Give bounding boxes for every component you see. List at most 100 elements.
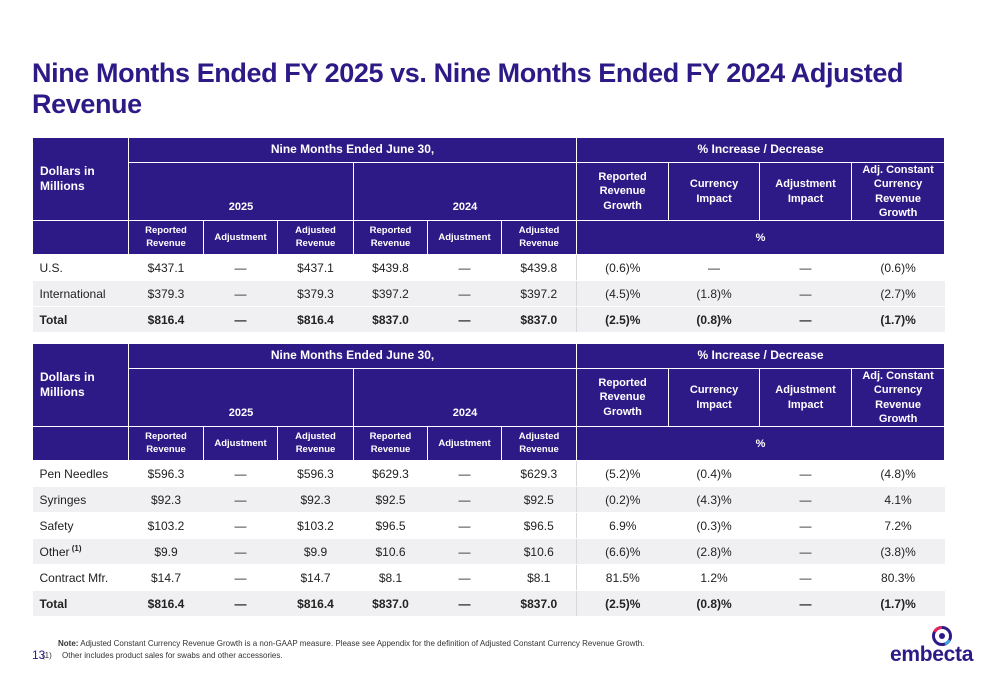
table-cell: $437.1 [128, 254, 204, 282]
table-cell: (0.6)% [576, 254, 669, 282]
table-cell: $816.4 [128, 590, 204, 618]
table-cell: — [203, 564, 278, 592]
table-cell: (3.8)% [851, 538, 945, 566]
table-cell: (4.8)% [851, 460, 945, 488]
table-cell: — [427, 590, 502, 618]
table-cell: $596.3 [128, 460, 204, 488]
table-cell: $837.0 [353, 590, 428, 618]
row-label: Other (1) [32, 538, 129, 566]
table-row: Safety $103.2— $103.2 $96.5— $96.5 6.9% (0.3)%… [32, 512, 945, 540]
reported-revenue-header: Reported Revenue [353, 220, 428, 256]
table-cell: 7.2% [851, 512, 945, 540]
embecta-logo-icon [932, 626, 952, 646]
table-row: Pen Needles $596.3— $596.3 $629.3— $629.3 (5.… [32, 460, 945, 488]
table-cell: (2.8)% [668, 538, 760, 566]
table-cell: $439.8 [501, 254, 577, 282]
reported-revenue-header: Reported Revenue [128, 220, 204, 256]
table-cell: $103.2 [277, 512, 354, 540]
table-cell: $816.4 [277, 306, 354, 334]
reported-growth-header: Reported Revenue Growth [576, 161, 670, 222]
row-label: Total [32, 590, 129, 618]
reported-revenue-header: Reported Revenue [353, 426, 428, 462]
table-row: U.S. $437.1— $437.1 $439.8— $439.8 (0.6)% — — (0… [32, 254, 945, 282]
pct-unit-header: % [576, 220, 946, 256]
adjustment-header: Adjustment [427, 426, 502, 462]
table-row: Other (1) $9.9— $9.9 $10.6— $10.6 (6.6)% (2.8)… [32, 538, 945, 566]
table-row: Syringes $92.3— $92.3 $92.5— $92.5 (0.2)% (4.3… [32, 486, 945, 514]
table-cell: (2.5)% [576, 590, 669, 618]
table-cell: $837.0 [501, 306, 577, 334]
table-cell: (1.8)% [668, 280, 760, 308]
page-number: 13 [32, 648, 46, 662]
table-cell: $397.2 [353, 280, 428, 308]
total-row: Total $816.4— $816.4 $837.0— $837.0 (2.5)% (0.… [32, 306, 945, 334]
table-cell: (2.7)% [851, 280, 945, 308]
corner-header: Dollars in Millions [32, 342, 129, 428]
currency-impact-header: Currency Impact [668, 367, 761, 428]
table-cell: — [203, 486, 278, 514]
table-cell: — [759, 564, 852, 592]
adj-cc-growth-header: Adj. Constant Currency Revenue Growth [851, 161, 946, 222]
table-cell: $816.4 [277, 590, 354, 618]
table-cell: — [203, 280, 278, 308]
table-cell: 1.2% [668, 564, 760, 592]
adjusted-revenue-header: Adjusted Revenue [277, 220, 354, 256]
reported-revenue-header: Reported Revenue [128, 426, 204, 462]
table-cell: $9.9 [128, 538, 204, 566]
table-cell: $92.5 [353, 486, 428, 514]
adjustment-impact-header: Adjustment Impact [759, 161, 853, 222]
adjusted-revenue-header: Adjusted Revenue [500, 426, 578, 462]
table-cell: $837.0 [353, 306, 428, 334]
table-cell: $92.3 [128, 486, 204, 514]
table-cell: (2.5)% [576, 306, 669, 334]
table-cell: (0.8)% [668, 590, 760, 618]
table-cell: $10.6 [353, 538, 428, 566]
reported-growth-header: Reported Revenue Growth [576, 367, 670, 428]
revenue-by-product-table: Dollars in Millions Nine Months Ended Ju… [32, 342, 946, 618]
table-cell: $629.3 [501, 460, 577, 488]
table-row: Contract Mfr. $14.7— $14.7 $8.1— $8.1 81.5% 1.… [32, 564, 945, 592]
adjustment-header: Adjustment [203, 426, 278, 462]
corner-header: Dollars in Millions [32, 136, 129, 222]
table-cell: $92.5 [501, 486, 577, 514]
table-cell: $397.2 [501, 280, 577, 308]
corner-spacer [32, 220, 129, 256]
table-cell: (1.7)% [851, 590, 945, 618]
table-cell: $816.4 [128, 306, 204, 334]
table-cell: — [759, 280, 852, 308]
table-cell: (0.8)% [668, 306, 760, 334]
table-cell: $103.2 [128, 512, 204, 540]
table-cell: — [759, 486, 852, 514]
total-row: Total $816.4— $816.4 $837.0— $837.0 (2.5)% (0.… [32, 590, 945, 618]
table-cell: (4.3)% [668, 486, 760, 514]
table-cell: — [759, 306, 852, 334]
footnote-text: Other includes product sales for swabs a… [62, 651, 283, 660]
row-label: International [32, 280, 129, 308]
year-2025-header: 2025 [128, 367, 354, 428]
table-cell: $437.1 [277, 254, 354, 282]
table-cell: $96.5 [501, 512, 577, 540]
note-line: Note: Adjusted Constant Currency Revenue… [58, 638, 644, 650]
table-cell: (6.6)% [576, 538, 669, 566]
row-label: Syringes [32, 486, 129, 514]
table-cell: $14.7 [128, 564, 204, 592]
table-cell: — [427, 564, 502, 592]
period-header: Nine Months Ended June 30, [127, 343, 578, 369]
table-cell: $10.6 [501, 538, 577, 566]
table-cell: $379.3 [277, 280, 354, 308]
table-cell: 80.3% [851, 564, 945, 592]
pct-group-header: % Increase / Decrease [576, 343, 946, 369]
brand-name: embecta [890, 643, 974, 666]
table-cell: $596.3 [277, 460, 354, 488]
table-cell: (0.3)% [668, 512, 760, 540]
table-cell: — [203, 306, 278, 334]
table-cell: (0.4)% [668, 460, 760, 488]
year-2025-header: 2025 [128, 161, 354, 222]
pct-group-header: % Increase / Decrease [576, 137, 946, 163]
footnote-line: (1) Other includes product sales for swab… [42, 650, 644, 662]
table-cell: — [759, 538, 852, 566]
table-cell: — [759, 512, 852, 540]
row-label: Safety [32, 512, 129, 540]
year-2024-header: 2024 [352, 161, 578, 222]
table-cell: $8.1 [353, 564, 428, 592]
